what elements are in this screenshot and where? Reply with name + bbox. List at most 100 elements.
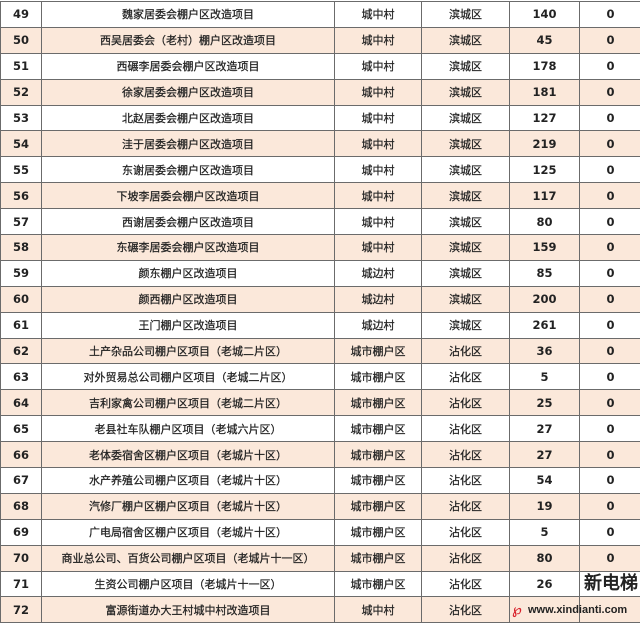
zero-value-cell: 0 xyxy=(579,311,640,339)
row-number-cell: 62 xyxy=(0,337,42,365)
district-cell: 滨城区 xyxy=(421,259,510,287)
project-name-cell: 水产养殖公司棚户区项目（老城片十区） xyxy=(41,467,335,494)
project-name-cell: 徐家居委会棚户区改造项目 xyxy=(41,78,335,106)
project-name-cell: 汽修厂棚户区棚户区项目（老城片十区） xyxy=(41,492,335,520)
table-row: 72 富源街道办大王村城中村改造项目 城中村 沾化区 xyxy=(0,596,640,624)
table-row: 71 生资公司棚户区项目（老城片十一区） 城市棚户区 沾化区 26 xyxy=(0,570,640,598)
project-type-cell: 城市棚户区 xyxy=(334,337,422,365)
household-count-cell: 200 xyxy=(509,285,580,313)
zero-value-cell: 0 xyxy=(579,208,640,236)
project-name-cell: 富源街道办大王村城中村改造项目 xyxy=(41,596,335,624)
zero-value-cell: 0 xyxy=(579,389,640,417)
district-cell: 滨城区 xyxy=(421,26,510,54)
district-cell: 沾化区 xyxy=(421,363,510,391)
project-type-cell: 城市棚户区 xyxy=(334,441,422,469)
district-cell: 滨城区 xyxy=(421,78,510,106)
table-row: 66 老体委宿舍区棚户区项目（老城片十区） 城市棚户区 沾化区 27 0 xyxy=(0,441,640,469)
zero-value-cell: 0 xyxy=(579,285,640,313)
project-name-cell: 老体委宿舍区棚户区项目（老城片十区） xyxy=(41,441,335,469)
district-cell: 滨城区 xyxy=(421,156,510,184)
table-row: 65 老县社车队棚户区项目（老城六片区） 城市棚户区 沾化区 27 0 xyxy=(0,415,640,443)
table-row: 63 对外贸易总公司棚户区项目（老城二片区） 城市棚户区 沾化区 5 0 xyxy=(0,363,640,391)
project-type-cell: 城中村 xyxy=(334,182,422,210)
project-name-cell: 颜西棚户区改造项目 xyxy=(41,285,335,313)
row-number-cell: 71 xyxy=(0,570,42,598)
project-name-cell: 土产杂品公司棚户区项目（老城二片区） xyxy=(41,337,335,365)
row-number-cell: 64 xyxy=(0,389,42,417)
table-row: 52 徐家居委会棚户区改造项目 城中村 滨城区 181 0 xyxy=(0,78,640,106)
project-type-cell: 城边村 xyxy=(334,285,422,313)
project-name-cell: 北赵居委会棚户区改造项目 xyxy=(41,104,335,132)
table-row: 62 土产杂品公司棚户区项目（老城二片区） 城市棚户区 沾化区 36 0 xyxy=(0,337,640,365)
project-type-cell: 城中村 xyxy=(334,596,422,624)
project-name-cell: 西谢居委会棚户区改造项目 xyxy=(41,208,335,236)
zero-value-cell: 0 xyxy=(579,544,640,572)
district-cell: 滨城区 xyxy=(421,1,510,28)
project-type-cell: 城中村 xyxy=(334,78,422,106)
zero-value-cell: 0 xyxy=(579,52,640,80)
project-type-cell: 城市棚户区 xyxy=(334,467,422,494)
project-type-cell: 城市棚户区 xyxy=(334,415,422,443)
table-row: 64 吉利家禽公司棚户区项目（老城二片区） 城市棚户区 沾化区 25 0 xyxy=(0,389,640,417)
project-type-cell: 城中村 xyxy=(334,52,422,80)
household-count-cell: 80 xyxy=(509,208,580,236)
district-cell: 滨城区 xyxy=(421,104,510,132)
table-row: 61 王门棚户区改造项目 城边村 滨城区 261 0 xyxy=(0,311,640,339)
district-cell: 沾化区 xyxy=(421,570,510,598)
table-row: 54 洼于居委会棚户区改造项目 城中村 滨城区 219 0 xyxy=(0,130,640,158)
district-cell: 沾化区 xyxy=(421,389,510,417)
project-type-cell: 城市棚户区 xyxy=(334,389,422,417)
project-name-cell: 西碾李居委会棚户区改造项目 xyxy=(41,52,335,80)
project-type-cell: 城中村 xyxy=(334,130,422,158)
zero-value-cell: 0 xyxy=(579,156,640,184)
zero-value-cell: 0 xyxy=(579,26,640,54)
row-number-cell: 53 xyxy=(0,104,42,132)
household-count-cell: 117 xyxy=(509,182,580,210)
project-type-cell: 城中村 xyxy=(334,26,422,54)
zero-value-cell: 0 xyxy=(579,467,640,494)
project-name-cell: 东谢居委会棚户区改造项目 xyxy=(41,156,335,184)
logo-icon: ℘ xyxy=(512,602,522,618)
project-name-cell: 下坡李居委会棚户区改造项目 xyxy=(41,182,335,210)
table-row: 57 西谢居委会棚户区改造项目 城中村 滨城区 80 0 xyxy=(0,208,640,236)
household-count-cell: 5 xyxy=(509,518,580,546)
row-number-cell: 68 xyxy=(0,492,42,520)
row-number-cell: 61 xyxy=(0,311,42,339)
table-row: 69 广电局宿舍区棚户区项目（老城片十区） 城市棚户区 沾化区 5 0 xyxy=(0,518,640,546)
zero-value-cell: 0 xyxy=(579,337,640,365)
table-row: 55 东谢居委会棚户区改造项目 城中村 滨城区 125 0 xyxy=(0,156,640,184)
row-number-cell: 65 xyxy=(0,415,42,443)
household-count-cell: 140 xyxy=(509,1,580,28)
household-count-cell: 27 xyxy=(509,415,580,443)
project-type-cell: 城市棚户区 xyxy=(334,544,422,572)
project-name-cell: 颜东棚户区改造项目 xyxy=(41,259,335,287)
district-cell: 沾化区 xyxy=(421,337,510,365)
table-row: 51 西碾李居委会棚户区改造项目 城中村 滨城区 178 0 xyxy=(0,52,640,80)
row-number-cell: 58 xyxy=(0,234,42,261)
zero-value-cell xyxy=(579,596,640,624)
row-number-cell: 67 xyxy=(0,467,42,494)
district-cell: 沾化区 xyxy=(421,596,510,624)
project-name-cell: 西吴居委会（老村）棚户区改造项目 xyxy=(41,26,335,54)
project-type-cell: 城边村 xyxy=(334,259,422,287)
project-name-cell: 对外贸易总公司棚户区项目（老城二片区） xyxy=(41,363,335,391)
row-number-cell: 72 xyxy=(0,596,42,624)
household-count-cell: 36 xyxy=(509,337,580,365)
household-count-cell: 5 xyxy=(509,363,580,391)
row-number-cell: 54 xyxy=(0,130,42,158)
table-row: 49 魏家居委会棚户区改造项目 城中村 滨城区 140 0 xyxy=(0,1,640,28)
household-count-cell: 27 xyxy=(509,441,580,469)
zero-value-cell: 0 xyxy=(579,78,640,106)
project-name-cell: 洼于居委会棚户区改造项目 xyxy=(41,130,335,158)
household-count-cell: 85 xyxy=(509,259,580,287)
row-number-cell: 66 xyxy=(0,441,42,469)
zero-value-cell: 0 xyxy=(579,234,640,261)
row-number-cell: 60 xyxy=(0,285,42,313)
project-name-cell: 老县社车队棚户区项目（老城六片区） xyxy=(41,415,335,443)
household-count-cell: 181 xyxy=(509,78,580,106)
project-name-cell: 魏家居委会棚户区改造项目 xyxy=(41,1,335,28)
row-number-cell: 55 xyxy=(0,156,42,184)
table-row: 50 西吴居委会（老村）棚户区改造项目 城中村 滨城区 45 0 xyxy=(0,26,640,54)
household-count-cell: 25 xyxy=(509,389,580,417)
row-number-cell: 49 xyxy=(0,1,42,28)
